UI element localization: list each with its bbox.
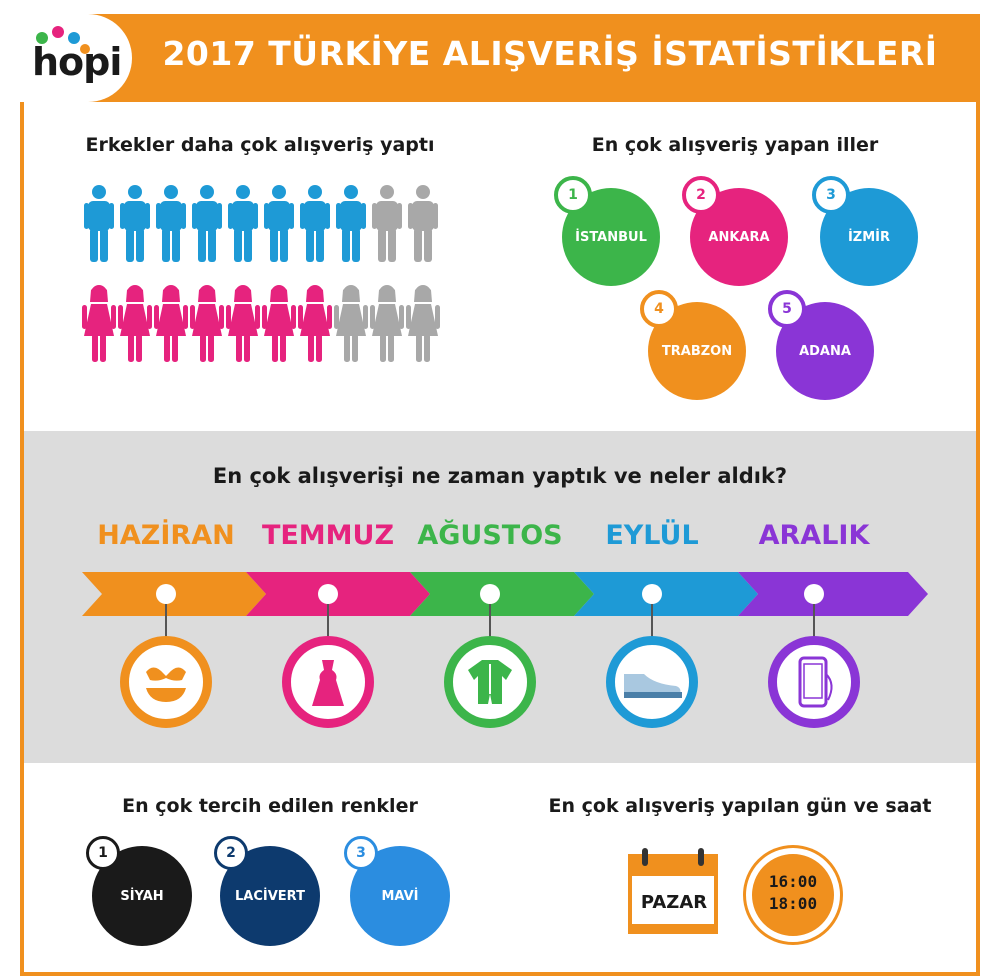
female-person-icon bbox=[334, 284, 368, 366]
time-start: 16:00 bbox=[768, 872, 818, 891]
timeline-dot bbox=[642, 584, 662, 604]
male-person-icon bbox=[264, 184, 294, 266]
calendar-icon bbox=[628, 848, 718, 934]
month-label: HAZİRAN bbox=[97, 520, 235, 551]
timeline-segment bbox=[410, 572, 594, 616]
header-bar bbox=[20, 14, 980, 102]
female-person-icon bbox=[226, 284, 260, 366]
logo-box bbox=[20, 14, 132, 102]
color-rank-badge: 2 bbox=[214, 836, 248, 870]
male-person-icon bbox=[408, 184, 438, 266]
female-person-icon bbox=[406, 284, 440, 366]
female-person-icon bbox=[262, 284, 296, 366]
female-person-icon bbox=[190, 284, 224, 366]
timeline-dot bbox=[318, 584, 338, 604]
cities-title: En çok alışveriş yapan iller bbox=[591, 134, 879, 156]
female-person-icon bbox=[154, 284, 188, 366]
city-rank-badge: 5 bbox=[768, 290, 806, 328]
timeline-stem bbox=[165, 604, 167, 638]
logo-dot bbox=[52, 26, 64, 38]
male-person-icon bbox=[228, 184, 258, 266]
gender-title: Erkekler daha çok alışveriş yaptı bbox=[85, 134, 435, 156]
clock-icon bbox=[746, 848, 840, 942]
smartphone-icon bbox=[768, 636, 860, 728]
male-person-icon bbox=[300, 184, 330, 266]
month-label: ARALIK bbox=[758, 520, 870, 551]
male-person-icon bbox=[84, 184, 114, 266]
timeline-segment bbox=[246, 572, 430, 616]
month-label: AĞUSTOS bbox=[417, 520, 563, 551]
timeline-segment bbox=[574, 572, 758, 616]
city-rank-badge: 3 bbox=[812, 176, 850, 214]
female-person-icon bbox=[298, 284, 332, 366]
month-label: TEMMUZ bbox=[261, 520, 395, 551]
female-person-icon bbox=[118, 284, 152, 366]
color-rank-badge: 1 bbox=[86, 836, 120, 870]
timeline-title: En çok alışverişi ne zaman yaptık ve nel… bbox=[212, 464, 788, 488]
month-label: EYLÜL bbox=[605, 520, 699, 551]
color-rank-badge: 3 bbox=[344, 836, 378, 870]
time-end: 18:00 bbox=[768, 894, 818, 913]
colors-title: En çok tercih edilen renkler bbox=[122, 795, 418, 817]
timeline-stem bbox=[327, 604, 329, 638]
hopi-logo: hopi bbox=[32, 40, 122, 84]
timeline-stem bbox=[489, 604, 491, 638]
timeline-dot bbox=[480, 584, 500, 604]
male-person-icon bbox=[372, 184, 402, 266]
timeline-stem bbox=[651, 604, 653, 638]
logo-dot bbox=[36, 32, 48, 44]
daytime-title: En çok alışveriş yapılan gün ve saat bbox=[548, 795, 932, 817]
page-title: 2017 TÜRKİYE ALIŞVERİŞ İSTATİSTİKLERİ bbox=[162, 34, 938, 73]
logo-dot bbox=[68, 32, 80, 44]
male-person-icon bbox=[156, 184, 186, 266]
timeline-stem bbox=[813, 604, 815, 638]
day-label: PAZAR bbox=[640, 892, 708, 913]
city-rank-badge: 1 bbox=[554, 176, 592, 214]
city-rank-badge: 2 bbox=[682, 176, 720, 214]
timeline-dot bbox=[156, 584, 176, 604]
timeline-dot bbox=[804, 584, 824, 604]
bikini-icon bbox=[120, 636, 212, 728]
timeline-segment bbox=[738, 572, 928, 616]
baby-onesie-icon bbox=[444, 636, 536, 728]
dress-icon bbox=[282, 636, 374, 728]
female-person-icon bbox=[82, 284, 116, 366]
male-person-icon bbox=[120, 184, 150, 266]
city-rank-badge: 4 bbox=[640, 290, 678, 328]
male-person-icon bbox=[192, 184, 222, 266]
female-person-icon bbox=[370, 284, 404, 366]
shoe-icon bbox=[606, 636, 698, 728]
logo-dot bbox=[80, 44, 90, 54]
male-person-icon bbox=[336, 184, 366, 266]
